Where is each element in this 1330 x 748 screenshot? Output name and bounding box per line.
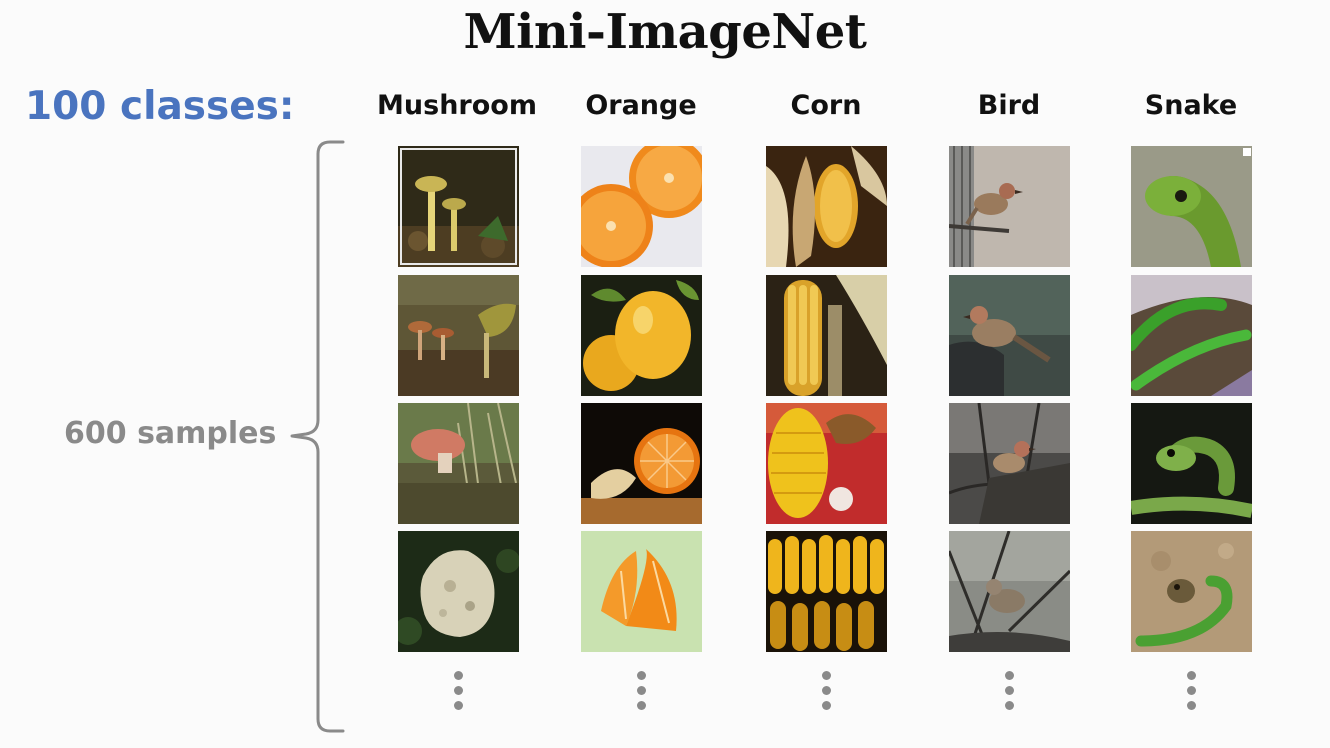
slide-title: Mini-ImageNet [463, 4, 867, 60]
bird-image-3 [949, 403, 1070, 524]
corn-image-1 [766, 146, 887, 267]
ellipsis-mushroom [450, 671, 466, 716]
column-label-corn: Corn [790, 90, 862, 121]
classes-count-label: 100 classes: [25, 84, 295, 129]
bird-image-2 [949, 275, 1070, 396]
orange-image-3 [581, 403, 702, 524]
snake-image-3 [1131, 403, 1252, 524]
bird-image-1 [949, 146, 1070, 267]
ellipsis-bird [1001, 671, 1017, 716]
corn-image-3 [766, 403, 887, 524]
samples-count-label: 600 samples [64, 416, 277, 451]
column-label-mushroom: Mushroom [377, 90, 537, 121]
snake-image-1 [1131, 146, 1252, 267]
mushroom-image-2 [398, 275, 519, 396]
orange-image-1 [581, 146, 702, 267]
column-label-snake: Snake [1144, 90, 1238, 121]
snake-image-4 [1131, 531, 1252, 652]
column-label-orange: Orange [585, 90, 697, 121]
corn-image-2 [766, 275, 887, 396]
snake-image-2 [1131, 275, 1252, 396]
ellipsis-snake [1183, 671, 1199, 716]
corn-image-4 [766, 531, 887, 652]
column-label-bird: Bird [977, 90, 1041, 121]
bird-image-4 [949, 531, 1070, 652]
ellipsis-orange [633, 671, 649, 716]
mushroom-image-1 [398, 146, 519, 267]
mushroom-image-3 [398, 403, 519, 524]
ellipsis-corn [818, 671, 834, 716]
orange-image-4 [581, 531, 702, 652]
mushroom-image-4 [398, 531, 519, 652]
orange-image-2 [581, 275, 702, 396]
